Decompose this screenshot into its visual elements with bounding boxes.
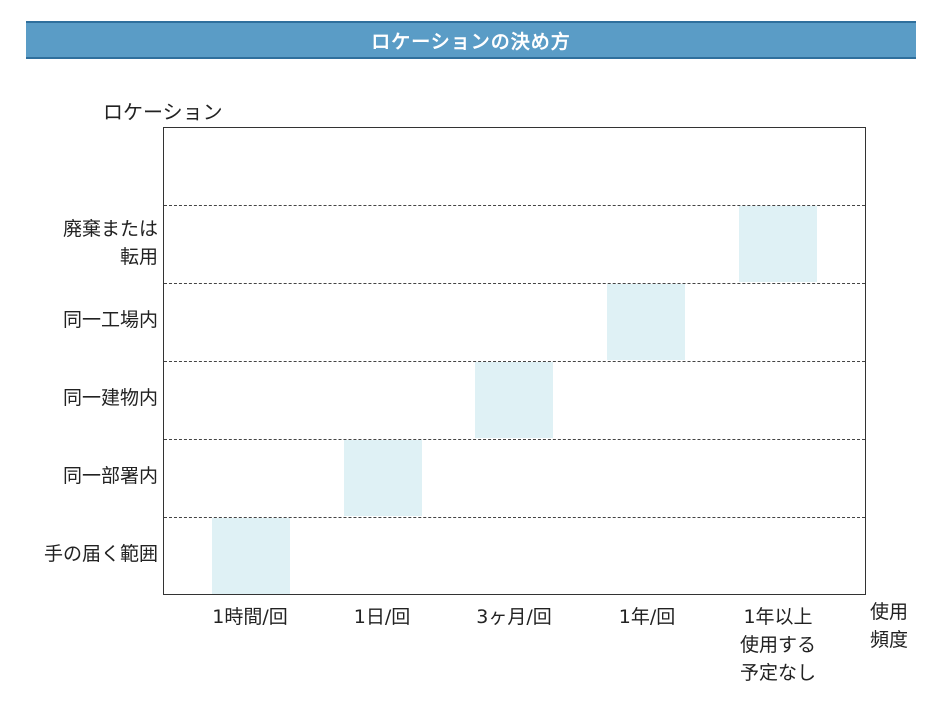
chart-plot-area xyxy=(163,127,866,595)
section-title: ロケーションの決め方 xyxy=(371,30,571,53)
y-tick-label-hand-reach: 手の届く範囲 xyxy=(43,543,158,565)
y-tick-label-dispose: 廃棄または 転用 xyxy=(62,218,158,268)
row-divider xyxy=(164,439,865,440)
y-tick-label-same-factory: 同一工場内 xyxy=(62,309,158,331)
row-divider xyxy=(164,283,865,284)
x-axis-title: 使用 頻度 xyxy=(870,601,909,651)
cell-hand-reach-hourly xyxy=(212,518,290,594)
y-tick-label-same-dept: 同一部署内 xyxy=(62,465,158,487)
cell-dispose-unused xyxy=(739,206,817,282)
cell-same-building-quarterly xyxy=(475,362,553,438)
row-divider xyxy=(164,517,865,518)
row-divider xyxy=(164,205,865,206)
row-divider xyxy=(164,361,865,362)
cell-same-dept-daily xyxy=(344,440,422,516)
x-tick-label-hourly: 1時間/回 xyxy=(212,606,288,628)
x-tick-label-yearly: 1年/回 xyxy=(618,606,676,628)
cell-same-factory-yearly xyxy=(607,284,685,360)
x-tick-label-quarterly: 3ヶ月/回 xyxy=(476,606,552,628)
x-tick-label-unused: 1年以上 使用する 予定なし xyxy=(739,606,816,684)
y-axis-title: ロケーション xyxy=(103,100,223,124)
section-title-banner: ロケーションの決め方 xyxy=(26,21,916,59)
x-tick-label-daily: 1日/回 xyxy=(353,606,411,628)
y-tick-label-same-building: 同一建物内 xyxy=(62,387,158,409)
